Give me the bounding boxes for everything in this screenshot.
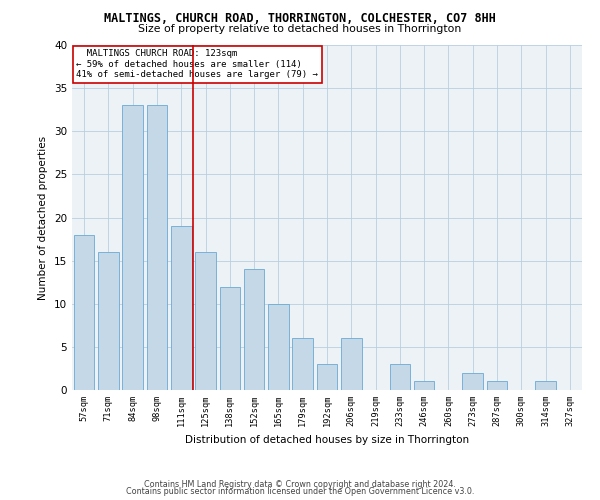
Bar: [389, 364, 410, 390]
Bar: [74, 235, 94, 390]
Bar: [146, 106, 167, 390]
Bar: [535, 382, 556, 390]
Bar: [171, 226, 191, 390]
Bar: [414, 382, 434, 390]
Bar: [463, 373, 483, 390]
Bar: [487, 382, 508, 390]
Text: MALTINGS, CHURCH ROAD, THORRINGTON, COLCHESTER, CO7 8HH: MALTINGS, CHURCH ROAD, THORRINGTON, COLC…: [104, 12, 496, 26]
Bar: [98, 252, 119, 390]
Bar: [195, 252, 216, 390]
Text: MALTINGS CHURCH ROAD: 123sqm
← 59% of detached houses are smaller (114)
41% of s: MALTINGS CHURCH ROAD: 123sqm ← 59% of de…: [76, 49, 318, 79]
Bar: [220, 286, 240, 390]
Text: Contains public sector information licensed under the Open Government Licence v3: Contains public sector information licen…: [126, 487, 474, 496]
Bar: [341, 338, 362, 390]
Bar: [244, 269, 265, 390]
Bar: [122, 106, 143, 390]
Y-axis label: Number of detached properties: Number of detached properties: [38, 136, 49, 300]
Bar: [268, 304, 289, 390]
Bar: [292, 338, 313, 390]
Text: Size of property relative to detached houses in Thorrington: Size of property relative to detached ho…: [139, 24, 461, 34]
Bar: [317, 364, 337, 390]
Text: Contains HM Land Registry data © Crown copyright and database right 2024.: Contains HM Land Registry data © Crown c…: [144, 480, 456, 489]
X-axis label: Distribution of detached houses by size in Thorrington: Distribution of detached houses by size …: [185, 434, 469, 444]
